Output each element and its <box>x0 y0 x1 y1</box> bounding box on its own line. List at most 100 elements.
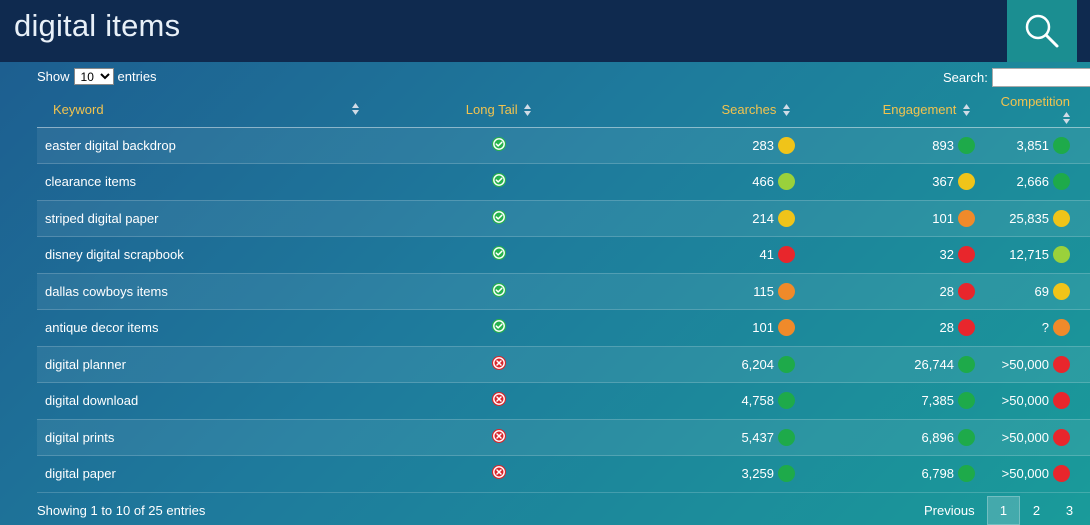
column-header-long-tail[interactable]: Long Tail <box>367 92 630 128</box>
sort-icon <box>524 104 532 117</box>
long-tail-cell <box>367 163 630 201</box>
keyword-cell: dallas cowboys items <box>37 273 367 310</box>
searches-cell: 4,758 <box>630 382 820 420</box>
column-header-keyword[interactable]: Keyword <box>37 92 367 128</box>
engagement-cell: 893 <box>820 127 1000 164</box>
searches-value: 101 <box>752 320 774 336</box>
engagement-level-indicator <box>958 246 975 264</box>
table-row: dallas cowboys items 115 28 69 <box>37 273 1090 310</box>
searches-cell: 3,259 <box>630 455 820 493</box>
column-header-engagement[interactable]: Engagement <box>820 92 1000 128</box>
keyword-cell: digital planner <box>37 346 367 383</box>
searches-level-indicator <box>778 465 795 483</box>
searches-level-indicator <box>778 355 795 373</box>
long-tail-cell <box>367 236 630 274</box>
searches-cell: 466 <box>630 163 820 201</box>
competition-value: 3,851 <box>1016 137 1049 153</box>
searches-value: 283 <box>752 137 774 153</box>
competition-cell: 69 <box>1000 273 1090 310</box>
engagement-cell: 28 <box>820 309 1000 347</box>
page-header: digital items <box>0 0 1090 62</box>
table-search: Search: <box>943 68 1090 87</box>
engagement-cell: 6,798 <box>820 455 1000 493</box>
competition-level-indicator <box>1053 282 1070 300</box>
search-input[interactable] <box>991 68 1090 87</box>
competition-level-indicator <box>1053 319 1070 337</box>
competition-value: 2,666 <box>1016 174 1049 190</box>
sort-icon <box>963 104 970 117</box>
cross-icon <box>491 391 507 410</box>
competition-cell: 3,851 <box>1000 127 1090 164</box>
column-header-label: Engagement <box>882 101 957 117</box>
show-label: Show <box>37 69 70 84</box>
keyword-cell: striped digital paper <box>37 200 367 237</box>
table-row: disney digital scrapbook 41 32 12,715 <box>37 236 1090 274</box>
searches-cell: 101 <box>630 309 820 347</box>
searches-level-indicator <box>778 246 795 264</box>
competition-value: ? <box>1041 320 1049 336</box>
engagement-level-indicator <box>958 465 975 483</box>
table-header-row: Keyword Long Tail Searches Engagement <box>37 92 1090 128</box>
competition-level-indicator <box>1053 209 1070 227</box>
table-row: antique decor items 101 28? <box>37 309 1090 347</box>
competition-value: >50,000 <box>1001 466 1049 482</box>
searches-cell: 283 <box>630 127 820 164</box>
engagement-cell: 101 <box>820 200 1000 237</box>
page-title: digital items <box>14 8 181 43</box>
table-row: digital planner 6,204 26,744 >50,000 <box>37 346 1090 383</box>
engagement-value: 6,798 <box>921 466 954 482</box>
page-size-select[interactable]: 10 <box>73 68 114 85</box>
searches-level-indicator <box>778 319 795 337</box>
check-icon <box>491 136 507 155</box>
engagement-level-indicator <box>958 319 975 337</box>
competition-value: >50,000 <box>1001 356 1049 372</box>
competition-value: 12,715 <box>1009 247 1049 263</box>
competition-value: >50,000 <box>1001 393 1049 409</box>
column-header-searches[interactable]: Searches <box>630 92 820 128</box>
searches-value: 3,259 <box>741 466 774 482</box>
keyword-cell: digital prints <box>37 419 367 456</box>
competition-cell: >50,000 <box>1000 419 1090 456</box>
engagement-level-indicator <box>958 355 975 373</box>
long-tail-cell <box>367 346 630 383</box>
keyword-cell: disney digital scrapbook <box>37 236 367 274</box>
column-header-competition[interactable]: Competition <box>1000 92 1090 128</box>
page-button-3[interactable]: 3 <box>1065 503 1074 518</box>
competition-level-indicator <box>1053 246 1070 264</box>
page-length-control: Show 10 entries <box>37 68 157 85</box>
page-button-2[interactable]: 2 <box>1032 503 1041 518</box>
competition-cell: ? <box>1000 309 1090 347</box>
competition-level-indicator <box>1053 136 1070 154</box>
competition-value: >50,000 <box>1001 429 1049 445</box>
engagement-level-indicator <box>958 428 975 446</box>
engagement-level-indicator <box>958 209 975 227</box>
sort-icon <box>1063 111 1070 124</box>
searches-value: 6,204 <box>741 356 774 372</box>
check-icon <box>491 172 507 191</box>
engagement-level-indicator <box>958 282 975 300</box>
search-button[interactable] <box>1007 0 1077 62</box>
cross-icon <box>491 428 507 447</box>
page-button-1[interactable]: 1 <box>987 496 1020 525</box>
cross-icon <box>491 355 507 374</box>
column-header-label: Keyword <box>53 101 104 117</box>
sort-icon <box>352 103 359 115</box>
competition-cell: 25,835 <box>1000 200 1090 237</box>
engagement-level-indicator <box>958 173 975 191</box>
long-tail-cell <box>367 200 630 237</box>
competition-level-indicator <box>1053 392 1070 410</box>
engagement-cell: 6,896 <box>820 419 1000 456</box>
previous-page-button[interactable]: Previous <box>924 503 975 518</box>
searches-level-indicator <box>778 392 795 410</box>
keyword-cell: clearance items <box>37 163 367 201</box>
table-info: Showing 1 to 10 of 25 entries <box>37 503 206 518</box>
searches-cell: 41 <box>630 236 820 274</box>
searches-level-indicator <box>778 209 795 227</box>
long-tail-cell <box>367 419 630 456</box>
column-header-label: Competition <box>1000 94 1070 110</box>
searches-value: 466 <box>752 174 774 190</box>
check-icon <box>491 318 507 337</box>
searches-level-indicator <box>778 282 795 300</box>
engagement-cell: 26,744 <box>820 346 1000 383</box>
keywords-table: Keyword Long Tail Searches Engagement <box>37 92 1090 493</box>
